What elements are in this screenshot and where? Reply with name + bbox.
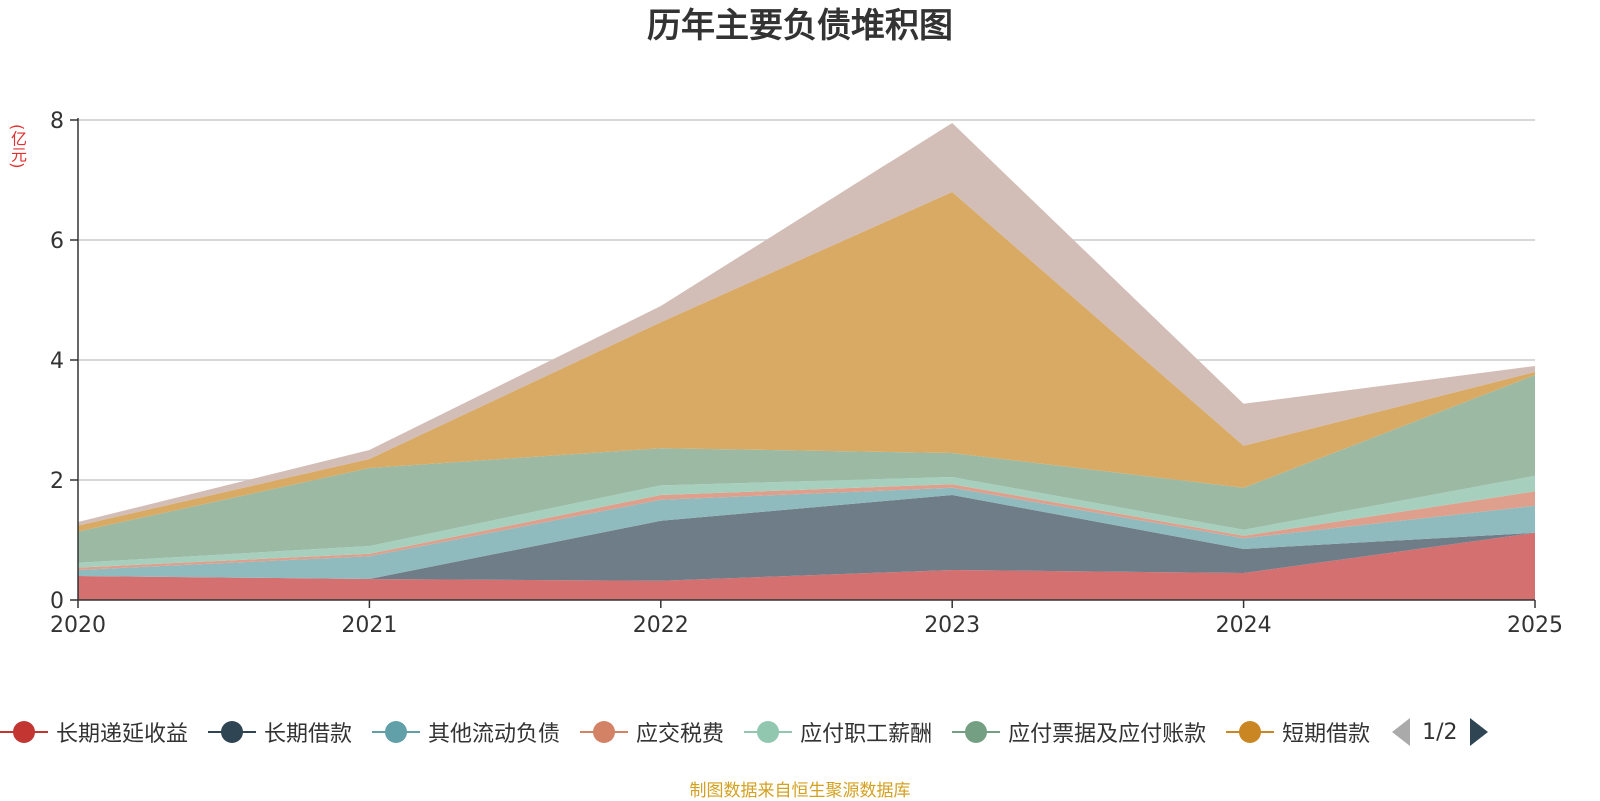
area-series-5[interactable] (78, 375, 1535, 563)
legend-item[interactable]: 应付职工薪酬 (744, 716, 932, 748)
area-series-0[interactable] (78, 532, 1535, 600)
legend-item[interactable]: 长期递延收益 (0, 716, 188, 748)
legend-marker-icon (952, 720, 1001, 744)
legend-item[interactable]: 长期借款 (208, 716, 352, 748)
chart-title: 历年主要负债堆积图 (647, 6, 953, 46)
legend-label: 应付职工薪酬 (800, 722, 933, 747)
legend-item[interactable]: 应付票据及应付账款 (952, 716, 1206, 748)
y-tick-label: 2 (50, 469, 64, 494)
legend-label: 应付票据及应付账款 (1008, 722, 1207, 747)
legend-item[interactable]: 应交税费 (580, 716, 724, 748)
area-series-4[interactable] (78, 475, 1535, 568)
y-axis-unit-label: (亿元) (8, 123, 27, 169)
x-tick-label: 2022 (633, 613, 689, 638)
chart-canvas: 0 2 4 6 8 2020 2021 2022 2023 2024 2025 (50, 109, 1563, 638)
legend-label: 应交税费 (636, 722, 725, 747)
legend: 长期递延收益 长期借款 其他流动负债 应交税费 应付职工薪酬 应付票据及应付账款 短期借款 … (0, 712, 1600, 752)
area-series-1[interactable] (78, 495, 1535, 581)
legend-marker-icon (580, 720, 629, 744)
legend-label: 短期借款 (1282, 722, 1371, 747)
x-tick-label: 2021 (341, 613, 397, 638)
legend-marker-icon (744, 720, 793, 744)
legend-pager: 1/2 (1392, 718, 1488, 746)
legend-marker-icon (0, 720, 48, 744)
legend-label: 长期借款 (264, 722, 353, 747)
y-tick-label: 4 (50, 349, 64, 374)
legend-label: 长期递延收益 (56, 722, 189, 747)
y-tick-label: 6 (50, 229, 64, 254)
x-tick-label: 2020 (50, 613, 106, 638)
y-tick-label: 0 (50, 589, 64, 614)
x-tick-label: 2025 (1507, 613, 1563, 638)
legend-marker-icon (1226, 720, 1275, 744)
legend-marker-icon (208, 720, 257, 744)
legend-marker-icon (372, 720, 421, 744)
legend-prev-page-icon[interactable] (1392, 718, 1411, 746)
y-tick-label: 8 (50, 109, 64, 134)
x-tick-label: 2023 (924, 613, 980, 638)
legend-next-page-icon[interactable] (1469, 718, 1488, 746)
area-series-6[interactable] (78, 192, 1535, 532)
area-series-3[interactable] (78, 484, 1535, 570)
legend-page-indicator: 1/2 (1422, 719, 1458, 745)
legend-item[interactable]: 其他流动负债 (372, 716, 560, 748)
area-series-2[interactable] (78, 487, 1535, 579)
x-tick-label: 2024 (1216, 613, 1272, 638)
legend-label: 其他流动负债 (428, 722, 561, 747)
source-note: 制图数据来自恒生聚源数据库 (689, 781, 911, 801)
legend-item[interactable]: 短期借款 (1226, 716, 1370, 748)
